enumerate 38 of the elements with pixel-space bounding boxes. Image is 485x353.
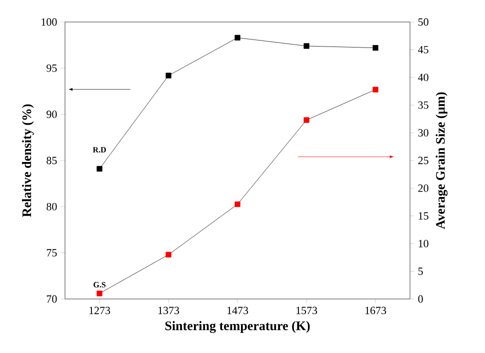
y2-tick-label: 20 <box>418 184 428 192</box>
y2-tick-label: 35 <box>418 101 428 109</box>
x-tick-label: 1473 <box>227 306 248 314</box>
y2-tick-label: 10 <box>418 240 428 248</box>
point <box>304 43 310 49</box>
y-tick-label: 70 <box>46 295 57 303</box>
point <box>234 34 240 40</box>
point <box>166 72 172 78</box>
y2-tick-label: 30 <box>418 129 428 137</box>
y-tick-label: 85 <box>46 156 57 164</box>
point <box>372 86 378 92</box>
y2-axis-title: Average Grain Size (μm) <box>436 92 448 230</box>
y-tick-label: 75 <box>46 249 57 256</box>
y-tick-label: 95 <box>46 64 57 72</box>
point <box>166 252 172 258</box>
point <box>372 45 378 51</box>
point <box>96 166 102 172</box>
y2-tick-label: 45 <box>418 46 428 54</box>
x-axis-title: Sintering temperature (K) <box>165 321 310 333</box>
y-tick-label: 80 <box>46 202 57 210</box>
y2-tick-label: 5 <box>418 268 423 275</box>
annotation: G.S <box>94 282 106 288</box>
x-tick-label: 1373 <box>158 306 180 314</box>
y2-tick-label: 25 <box>418 156 428 164</box>
y2-tick-label: 15 <box>418 212 428 220</box>
y-tick-label: 100 <box>42 18 57 26</box>
annotation: R.D <box>92 147 106 152</box>
point <box>234 201 240 208</box>
y-axis-title: Relative density (%) <box>22 104 34 217</box>
y2-tick-label: 0 <box>418 295 423 303</box>
x-tick-label: 1273 <box>89 306 110 314</box>
y-tick-label: 90 <box>46 110 57 118</box>
x-tick-label: 1573 <box>296 306 318 314</box>
point <box>304 117 310 123</box>
point <box>96 290 102 296</box>
y2-tick-label: 40 <box>418 74 428 82</box>
y2-tick-label: 50 <box>418 18 428 26</box>
x-tick-label: 1673 <box>365 306 386 314</box>
